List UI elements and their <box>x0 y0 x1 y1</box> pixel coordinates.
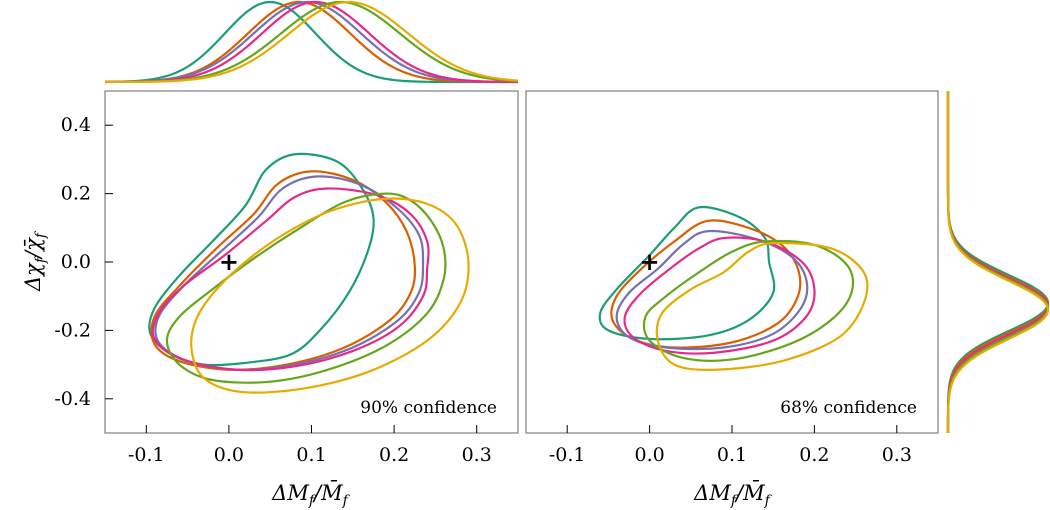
contour-series-5 <box>165 192 447 384</box>
truth-marker: + <box>640 247 660 276</box>
plot-frame <box>525 90 939 434</box>
x-tick-label: 0.1 <box>717 444 747 466</box>
ylabel-numerator: Δχ <box>21 262 45 292</box>
ylabel-den-sub: f <box>33 230 49 239</box>
left-contour-panel: -0.1 0.0 0.1 0.2 0.3 -0.4 -0.2 0.0 0.2 0.4 + <box>54 90 519 466</box>
left-xlabel-den-sub: f <box>342 493 351 509</box>
marginal-x-series-6 <box>105 0 519 84</box>
y-tick-label: -0.4 <box>54 388 91 410</box>
contour-series-2 <box>610 219 802 349</box>
right-x-axis-label: ΔMf/M̄f <box>693 480 772 509</box>
x-tick-label: 0.0 <box>214 444 244 466</box>
marginal-y-series-4 <box>946 91 1050 434</box>
contour-series-1 <box>148 152 375 367</box>
marginal-y-series-3 <box>946 91 1050 434</box>
y-tick-label: 0.4 <box>61 114 91 136</box>
marginal-y-series-1 <box>946 91 1050 433</box>
contour-series-5 <box>642 239 855 362</box>
contour-series-3 <box>154 175 425 371</box>
right-contour-panel: -0.1 0.0 0.1 0.2 0.3 + <box>525 90 939 466</box>
plot-frame <box>104 90 519 434</box>
x-tick-label: 0.2 <box>799 444 829 466</box>
contour-series-6 <box>655 241 869 371</box>
contour-series-3 <box>615 229 809 351</box>
svg-text:ΔMf/M̄f: ΔMf/M̄f <box>693 480 772 509</box>
contour-series-4 <box>151 187 430 372</box>
truth-marker: + <box>219 247 239 276</box>
x-tick-label: 0.1 <box>296 444 326 466</box>
right-xlabel-numerator: ΔM <box>693 481 731 505</box>
svg-text:ΔMf/M̄f: ΔMf/M̄f <box>271 480 350 509</box>
contour-series-4 <box>623 236 816 355</box>
left-panel-annotation: 90% confidence <box>360 398 497 418</box>
svg-text:Δχf/χ̄f: Δχf/χ̄f <box>21 230 49 292</box>
x-tick-label: 0.3 <box>882 444 912 466</box>
right-marginal-panel <box>946 91 1050 434</box>
x-tick-label: -0.1 <box>549 444 586 466</box>
ylabel-denominator: χ̄ <box>21 237 45 253</box>
x-tick-label: 0.3 <box>462 444 492 466</box>
x-tick-label: 0.2 <box>379 444 409 466</box>
y-tick-label: 0.2 <box>61 183 91 205</box>
left-xlabel-numerator: ΔM <box>271 481 309 505</box>
y-axis-label: Δχf/χ̄f <box>21 230 49 292</box>
ylabel-num-sub: f <box>33 255 49 264</box>
left-xlabel-denominator: M̄ <box>320 480 343 505</box>
marginal-y-series-2 <box>946 91 1050 433</box>
right-xlabel-denominator: M̄ <box>742 480 765 505</box>
right-panel-annotation: 68% confidence <box>780 398 917 418</box>
x-tick-label: 0.0 <box>634 444 664 466</box>
right-xlabel-num-sub: f <box>730 493 739 509</box>
right-xlabel-den-sub: f <box>764 493 773 509</box>
contour-series-6 <box>190 197 470 394</box>
top-marginal-panel <box>104 0 519 84</box>
y-tick-label: 0.0 <box>61 251 91 273</box>
marginal-x-series-5 <box>104 0 519 84</box>
contour-series-1 <box>598 205 776 341</box>
x-tick-label: -0.1 <box>128 444 165 466</box>
y-tick-label: -0.2 <box>54 319 91 341</box>
marginal-y-series-5 <box>946 91 1050 433</box>
left-x-axis-label: ΔMf/M̄f <box>271 480 350 509</box>
marginal-y-series-6 <box>946 91 1050 434</box>
left-xlabel-num-sub: f <box>308 493 317 509</box>
